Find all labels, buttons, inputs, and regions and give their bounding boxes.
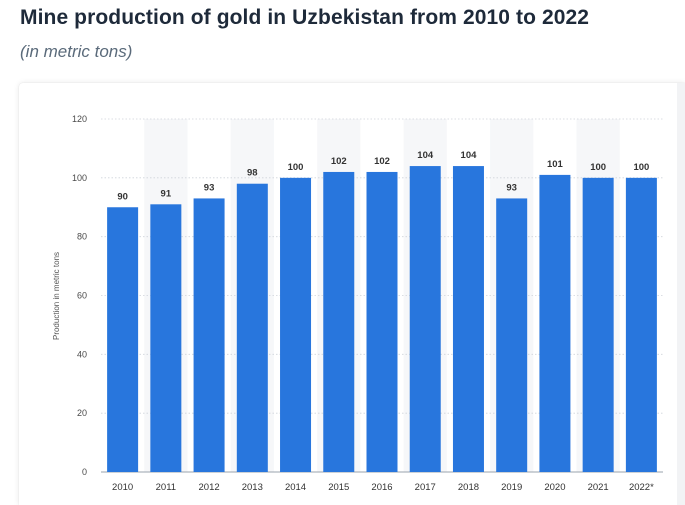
x-tick-label: 2020 xyxy=(544,482,565,493)
x-tick-label: 2015 xyxy=(328,482,349,493)
bar[interactable] xyxy=(193,198,225,473)
y-tick-label: 100 xyxy=(72,173,87,183)
bar[interactable] xyxy=(280,177,312,473)
x-tick-label: 2017 xyxy=(415,482,436,493)
value-labels: 90 91 93 98 100 102 102 104 104 93 101 100 100 xyxy=(117,150,649,202)
y-tick-label: 120 xyxy=(72,114,87,124)
chart-subtitle: (in metric tons) xyxy=(20,42,133,61)
y-tick-label: 60 xyxy=(77,291,87,301)
value-label: 100 xyxy=(288,162,304,173)
value-label: 104 xyxy=(417,150,434,161)
bar[interactable] xyxy=(366,171,398,472)
bar[interactable] xyxy=(236,183,268,472)
x-axis-ticks: 2010 2011 2012 2013 2014 2015 2016 2017 2018 2019… xyxy=(112,482,654,493)
bar[interactable] xyxy=(452,166,484,473)
x-tick-label: 2016 xyxy=(371,482,392,493)
bar[interactable] xyxy=(625,177,657,473)
x-tick-label: 2014 xyxy=(285,482,306,493)
value-label: 98 xyxy=(247,168,258,179)
x-tick-label: 2010 xyxy=(112,482,133,493)
bar[interactable] xyxy=(323,171,355,472)
value-label: 90 xyxy=(117,191,128,202)
y-axis-ticks: 0 20 40 60 80 100 120 xyxy=(72,114,87,477)
value-label: 102 xyxy=(374,156,390,167)
value-label: 100 xyxy=(590,162,606,173)
value-label: 102 xyxy=(331,156,347,167)
x-tick-label: 2022* xyxy=(629,482,654,493)
bar[interactable] xyxy=(539,174,571,472)
x-tick-label: 2021 xyxy=(588,482,609,493)
bar[interactable] xyxy=(409,166,441,473)
x-tick-label: 2012 xyxy=(199,482,220,493)
chart-card-edge xyxy=(677,83,685,505)
bar[interactable] xyxy=(496,198,528,473)
bar[interactable] xyxy=(150,204,182,472)
y-tick-label: 0 xyxy=(82,467,87,477)
value-label: 93 xyxy=(204,182,215,193)
x-tick-label: 2019 xyxy=(501,482,522,493)
value-label: 104 xyxy=(461,150,478,161)
y-axis-title: Production in metric tons xyxy=(52,252,61,340)
bars xyxy=(107,166,657,473)
value-label: 101 xyxy=(547,159,564,170)
x-tick-label: 2018 xyxy=(458,482,479,493)
y-tick-label: 40 xyxy=(77,349,87,359)
y-tick-label: 80 xyxy=(77,232,87,242)
x-tick-label: 2013 xyxy=(242,482,263,493)
y-tick-label: 20 xyxy=(77,408,87,418)
value-label: 91 xyxy=(161,188,172,199)
x-tick-label: 2011 xyxy=(156,482,176,493)
value-label: 93 xyxy=(506,182,517,193)
chart-title: Mine production of gold in Uzbekistan fr… xyxy=(20,6,590,29)
value-label: 100 xyxy=(633,162,649,173)
bar[interactable] xyxy=(582,177,614,473)
bar[interactable] xyxy=(107,207,139,472)
